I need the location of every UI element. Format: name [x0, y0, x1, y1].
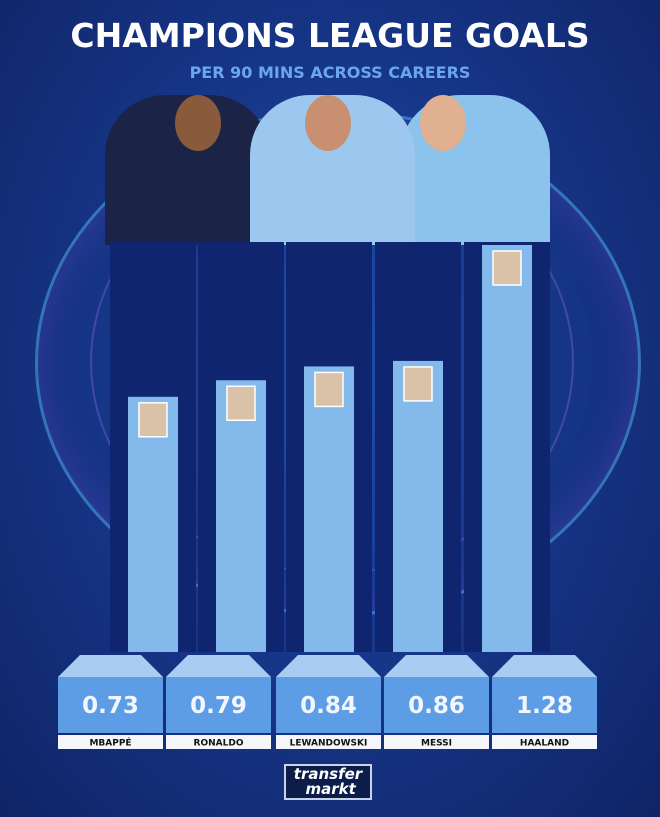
player-photo-messi	[250, 95, 415, 245]
value-label: 0.86	[408, 693, 465, 719]
value-label: 0.73	[82, 693, 139, 719]
player-thumbnail	[226, 385, 256, 421]
bar	[216, 380, 266, 652]
value-label: 1.28	[516, 693, 573, 719]
player-photo-haaland	[400, 95, 550, 245]
value-label: 0.84	[300, 693, 357, 719]
value-label: 0.79	[190, 693, 247, 719]
value-box-top	[166, 655, 271, 677]
value-box	[384, 677, 489, 733]
chart-subtitle: PER 90 MINS ACROSS CAREERS	[189, 63, 471, 82]
category-label: LEWANDOWSKI	[290, 739, 368, 749]
category-label-bg	[166, 735, 271, 749]
value-box	[276, 677, 381, 733]
category-label: MESSI	[421, 739, 452, 749]
category-label-bg	[384, 735, 489, 749]
value-box	[492, 677, 597, 733]
transfermarkt-logo: transfer markt	[284, 764, 372, 800]
category-label: HAALAND	[520, 739, 569, 749]
bar	[128, 396, 178, 652]
player-thumbnail	[403, 366, 433, 402]
chart-title: CHAMPIONS LEAGUE GOALS	[70, 16, 590, 55]
value-box	[166, 677, 271, 733]
value-box-top	[384, 655, 489, 677]
category-label: RONALDO	[194, 739, 244, 749]
value-box-top	[492, 655, 597, 677]
category-label-bg	[492, 735, 597, 749]
bar	[393, 360, 443, 652]
value-box-top	[276, 655, 381, 677]
category-label-bg	[276, 735, 381, 749]
value-box-top	[58, 655, 163, 677]
player-thumbnail	[314, 371, 344, 408]
value-box	[58, 677, 163, 733]
bar	[304, 366, 354, 652]
category-label: MBAPPÉ	[89, 737, 131, 749]
player-thumbnail	[492, 250, 522, 286]
player-photo-mbappe	[105, 95, 270, 245]
player-thumbnail	[138, 402, 168, 438]
bar	[482, 245, 532, 652]
category-label-bg	[58, 735, 163, 749]
